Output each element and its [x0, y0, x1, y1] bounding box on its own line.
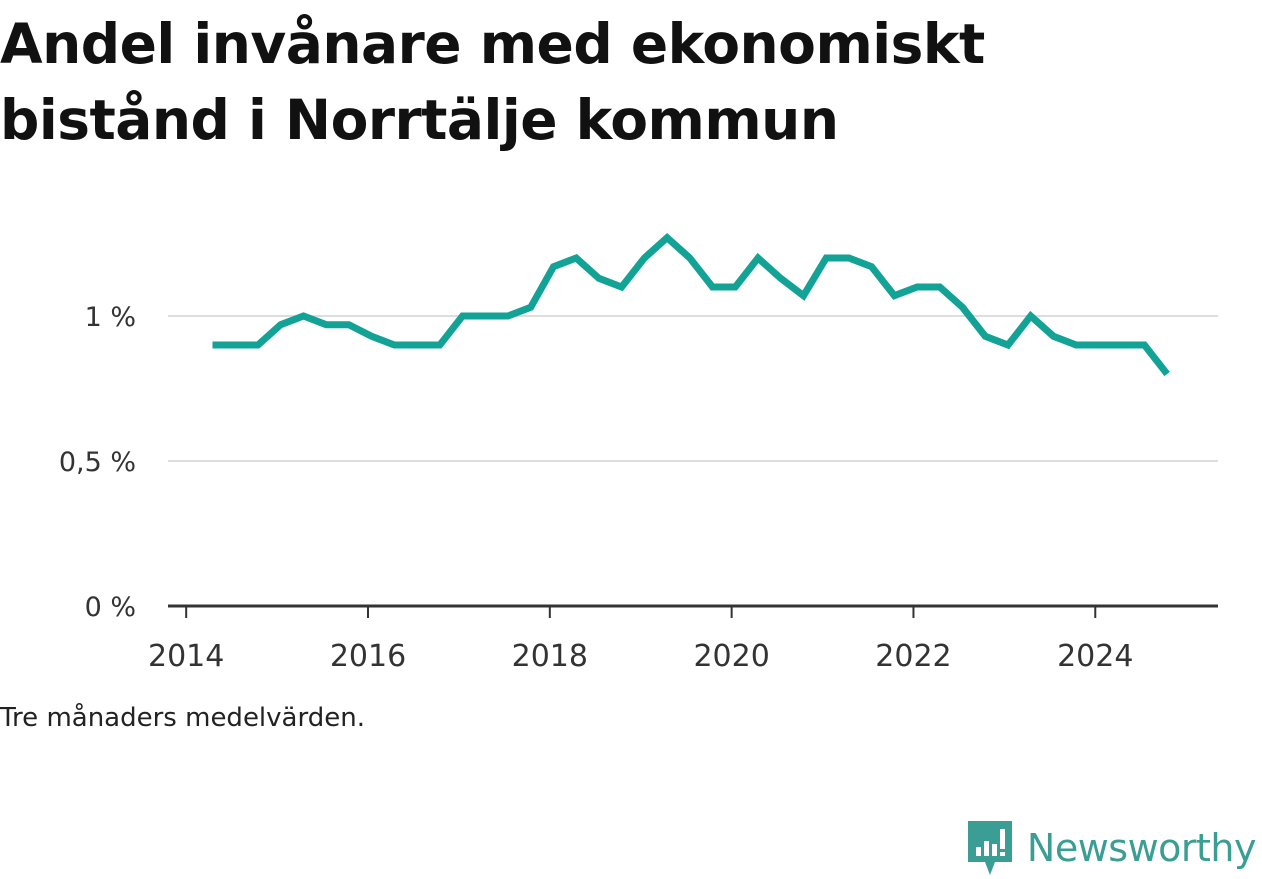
y-axis-labels: 0 % 0,5 % 1 % [59, 302, 136, 623]
y-tick-label: 1 % [85, 302, 136, 333]
y-tick-label: 0 % [85, 592, 136, 623]
x-tick-label: 2014 [148, 639, 224, 674]
grid-lines [168, 315, 1218, 462]
x-axis [168, 604, 1218, 618]
brand-name: Newsworthy [1026, 826, 1257, 870]
newsworthy-logo-icon [967, 821, 1012, 875]
brand-logo: Newsworthy [965, 818, 1257, 878]
series-layer [212, 233, 1170, 377]
x-tick-label: 2020 [693, 639, 769, 674]
x-tick-label: 2024 [1057, 639, 1133, 674]
chart-title: Andel invånare med ekonomiskt bistånd i … [0, 12, 985, 152]
x-tick-label: 2018 [512, 639, 588, 674]
x-tick-label: 2022 [875, 639, 951, 674]
chart-note: Tre månaders medelvärden. [0, 703, 365, 733]
x-tick-label: 2016 [330, 639, 406, 674]
y-tick-label: 0,5 % [59, 447, 136, 478]
series-line [212, 233, 1170, 377]
x-axis-labels: 2014 2016 2018 2020 2022 2024 [148, 639, 1133, 674]
